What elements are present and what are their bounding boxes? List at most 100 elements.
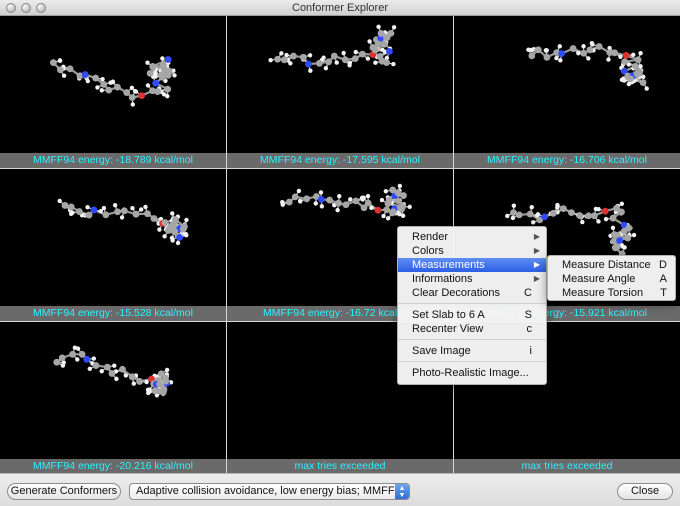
generate-conformers-button[interactable]: Generate Conformers	[7, 483, 121, 500]
hydrogen-atom	[590, 42, 595, 47]
hydrogen-atom	[543, 48, 549, 53]
hydrogen-atom	[610, 225, 616, 230]
hydrogen-atom	[268, 57, 273, 63]
conformer-cell[interactable]: MMFF94 energy: -17.595 kcal/mol	[227, 16, 453, 168]
energy-caption: MMFF94 energy: -18.789 kcal/mol	[0, 153, 226, 168]
carbon-atom	[576, 212, 584, 219]
menu-item-colors[interactable]: Colors ▶	[398, 244, 546, 258]
hydrogen-atom	[100, 76, 105, 82]
carbon-atom	[149, 87, 156, 95]
hydrogen-atom	[298, 199, 303, 204]
carbon-atom	[69, 350, 76, 358]
bottom-toolbar: Generate Conformers Adaptive collision a…	[0, 473, 680, 506]
hydrogen-atom	[380, 47, 385, 52]
carbon-atom	[376, 52, 384, 60]
hydrogen-atom	[638, 51, 643, 56]
menu-item-set-slab[interactable]: Set Slab to 6 A S	[398, 308, 546, 322]
carbon-atom	[639, 79, 647, 86]
carbon-atom	[303, 195, 311, 203]
hydrogen-atom	[98, 209, 104, 214]
carbon-atom	[351, 55, 359, 63]
molecule-view[interactable]	[454, 169, 680, 304]
carbon-atom	[158, 71, 166, 79]
carbon-atom	[400, 192, 407, 199]
menu-shortcut: i	[529, 345, 532, 357]
hydrogen-atom	[373, 60, 378, 65]
close-button[interactable]: Close	[617, 483, 673, 500]
molecule-view[interactable]	[0, 16, 226, 151]
hydrogen-atom	[296, 188, 302, 194]
hydrogen-atom	[147, 387, 152, 392]
nitrogen-atom	[152, 79, 160, 87]
energy-caption: MMFF94 energy: -16.72 kcal/mol	[227, 306, 453, 321]
hydrogen-atom	[288, 61, 293, 66]
zoom-window-icon[interactable]	[36, 3, 46, 13]
menu-item-clear-decorations[interactable]: Clear Decorations C	[398, 286, 546, 300]
carbon-atom	[100, 80, 108, 88]
menu-item-measure-distance[interactable]: Measure Distance D	[548, 258, 675, 272]
nitrogen-atom	[620, 67, 628, 75]
oxygen-atom	[138, 92, 146, 100]
hydrogen-atom	[379, 197, 385, 203]
carbon-atom	[590, 212, 598, 220]
menu-item-save-image[interactable]: Save Image i	[398, 344, 546, 358]
menu-item-label: Save Image	[412, 345, 471, 357]
menu-item-measurements[interactable]: Measurements ▶	[398, 258, 546, 272]
algorithm-select[interactable]: Adaptive collision avoidance, low energy…	[129, 483, 410, 500]
menu-shortcut: D	[659, 259, 667, 271]
window-title: Conformer Explorer	[292, 2, 388, 14]
menu-item-measure-torsion[interactable]: Measure Torsion T	[548, 286, 675, 300]
hydrogen-atom	[511, 203, 517, 208]
molecule-view[interactable]	[0, 322, 226, 457]
menu-item-render[interactable]: Render ▶	[398, 230, 546, 244]
carbon-atom	[285, 198, 293, 206]
hydrogen-atom	[154, 393, 160, 398]
hydrogen-atom	[313, 201, 318, 206]
molecule-view[interactable]	[227, 169, 453, 304]
menu-shortcut: c	[526, 323, 533, 335]
hydrogen-atom	[365, 56, 371, 61]
carbon-atom	[157, 370, 165, 378]
hydrogen-atom	[172, 73, 177, 78]
conformer-cell[interactable]: MMFF94 energy: -15.528 kcal/mol	[0, 169, 226, 321]
hydrogen-atom	[91, 356, 97, 361]
nitrogen-atom	[558, 50, 566, 57]
hydrogen-atom	[123, 373, 129, 378]
carbon-atom	[595, 43, 603, 50]
close-window-icon[interactable]	[6, 3, 16, 13]
title-bar: Conformer Explorer	[0, 0, 680, 16]
hydrogen-atom	[596, 219, 601, 224]
hydrogen-atom	[619, 201, 625, 206]
menu-item-photo-realistic[interactable]: Photo-Realistic Image...	[398, 366, 546, 380]
menu-item-label: Informations	[412, 273, 473, 285]
carbon-atom	[154, 88, 161, 95]
conformer-cell[interactable]: MMFF94 energy: -18.789 kcal/mol	[0, 16, 226, 168]
hydrogen-atom	[367, 39, 372, 44]
hydrogen-atom	[576, 51, 581, 56]
carbon-atom	[164, 85, 172, 93]
conformer-cell[interactable]: MMFF94 energy: -16.706 kcal/mol	[454, 16, 680, 168]
conformer-cell[interactable]: MMFF94 energy: -20.216 kcal/mol	[0, 322, 226, 474]
menu-item-recenter-view[interactable]: Recenter View c	[398, 322, 546, 336]
carbon-atom	[364, 199, 372, 207]
hydrogen-atom	[133, 89, 139, 94]
carbon-atom	[369, 44, 377, 51]
menu-item-label: Colors	[412, 245, 444, 257]
hydrogen-atom	[319, 204, 325, 209]
carbon-atom	[160, 64, 168, 72]
hydrogen-atom	[57, 198, 62, 204]
molecule-view[interactable]	[0, 169, 226, 304]
molecule-view[interactable]	[227, 16, 453, 151]
nitrogen-atom	[616, 237, 624, 244]
carbon-atom	[114, 208, 121, 216]
hydrogen-atom	[581, 44, 586, 49]
hydrogen-atom	[138, 207, 144, 212]
hydrogen-atom	[341, 50, 346, 56]
menu-item-measure-angle[interactable]: Measure Angle A	[548, 272, 675, 286]
menu-item-informations[interactable]: Informations ▶	[398, 272, 546, 286]
minimize-window-icon[interactable]	[21, 3, 31, 13]
hydrogen-atom	[75, 346, 81, 351]
molecule-view[interactable]	[454, 16, 680, 151]
carbon-atom	[164, 71, 172, 79]
carbon-atom	[341, 56, 349, 64]
